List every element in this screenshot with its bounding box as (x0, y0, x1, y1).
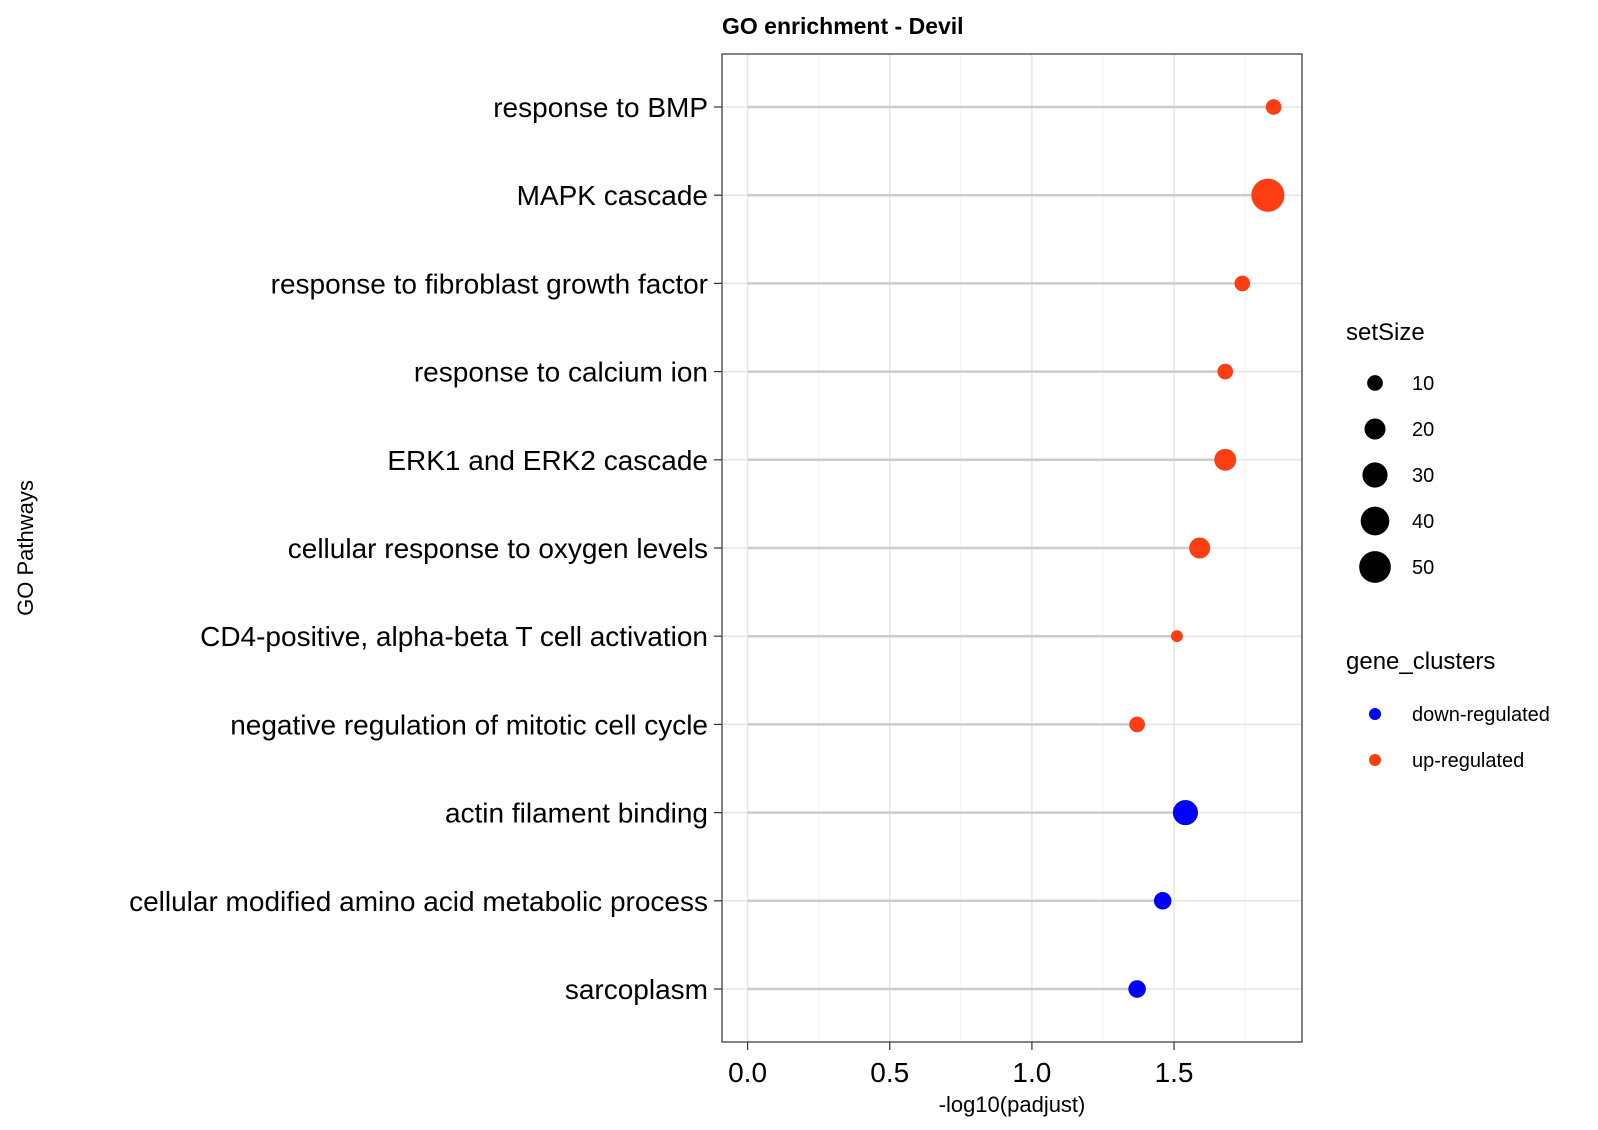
size-legend-key (1362, 462, 1388, 488)
x-tick-label: 0.5 (870, 1057, 909, 1088)
category-label: actin filament binding (445, 798, 708, 829)
size-legend-label: 20 (1412, 419, 1434, 441)
size-legend-label: 40 (1412, 511, 1434, 533)
data-point (1128, 980, 1146, 998)
data-point (1265, 99, 1282, 115)
category-label: cellular response to oxygen levels (288, 533, 708, 564)
x-tick-labels: 0.0 0.5 1.0 1.5 (728, 1042, 1194, 1088)
data-point (1129, 716, 1145, 733)
data-point (1251, 178, 1285, 212)
color-legend-label: down-regulated (1412, 704, 1550, 726)
data-point (1234, 275, 1251, 292)
category-label: ERK1 and ERK2 cascade (387, 445, 708, 476)
chart-title: GO enrichment - Devil (722, 13, 964, 39)
category-label: cellular modified amino acid metabolic p… (129, 886, 708, 917)
y-axis-title: GO Pathways (13, 480, 38, 616)
size-legend-label: 30 (1412, 465, 1434, 487)
size-legend-label: 10 (1412, 373, 1434, 395)
data-point (1170, 630, 1183, 643)
category-label: response to BMP (493, 92, 708, 123)
data-point (1153, 892, 1172, 910)
category-label: CD4-positive, alpha-beta T cell activati… (200, 621, 708, 652)
category-label: negative regulation of mitotic cell cycl… (230, 709, 708, 740)
data-point (1189, 537, 1211, 559)
x-tick-label: 1.0 (1012, 1057, 1051, 1088)
size-legend-key (1364, 418, 1386, 440)
category-label: response to calcium ion (414, 357, 708, 388)
size-legend-key (1359, 551, 1391, 583)
color-legend-key (1369, 754, 1381, 766)
color-legend-title: gene_clusters (1346, 648, 1495, 675)
color-legend-key (1369, 708, 1381, 720)
x-tick-label: 0.0 (728, 1057, 767, 1088)
size-legend-key (1367, 375, 1383, 391)
x-axis-title: -log10(padjust) (939, 1092, 1086, 1117)
legend: setSize gene_clusters 10 20 30 40 50 down-reg… (1346, 319, 1550, 772)
size-legend-label: 50 (1412, 557, 1434, 579)
point-layer (1128, 99, 1285, 998)
segment-layer (747, 105, 1274, 991)
category-label: sarcoplasm (565, 974, 708, 1005)
color-legend-label: up-regulated (1412, 750, 1524, 772)
data-point (1214, 448, 1237, 471)
size-legend-key (1360, 506, 1390, 536)
size-legend-title: setSize (1346, 319, 1425, 346)
category-label: response to fibroblast growth factor (271, 268, 708, 299)
data-point (1172, 800, 1199, 826)
x-tick-label: 1.5 (1155, 1057, 1194, 1088)
data-point (1217, 363, 1234, 380)
category-label: MAPK cascade (517, 180, 708, 211)
category-labels: response to BMP MAPK cascade response to f… (129, 92, 722, 1005)
